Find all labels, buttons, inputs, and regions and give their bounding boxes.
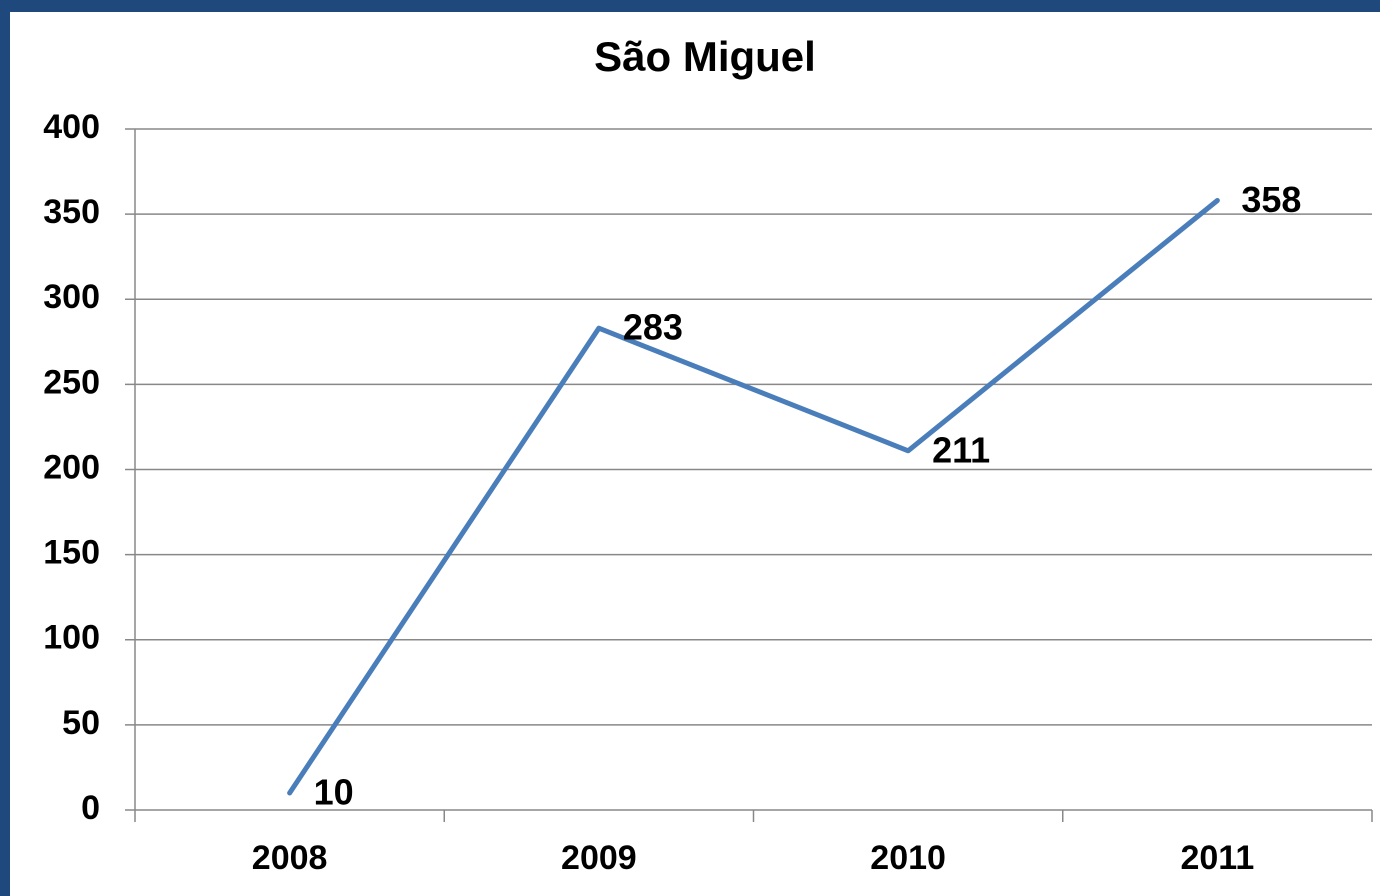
y-tick-label: 50 — [62, 704, 100, 742]
y-tick-label: 0 — [81, 789, 100, 827]
y-tick-label: 200 — [43, 448, 100, 486]
x-tick-label: 2010 — [870, 839, 946, 877]
data-line — [287, 198, 1220, 796]
y-tick-label: 100 — [43, 619, 100, 657]
y-tick-label: 300 — [43, 278, 100, 316]
data-label: 283 — [623, 307, 683, 348]
y-tick-label: 250 — [43, 363, 100, 401]
x-tick-label: 2009 — [561, 839, 637, 877]
y-tick-label: 400 — [43, 108, 100, 146]
data-label: 10 — [314, 771, 354, 812]
chart-title: São Miguel — [594, 33, 816, 80]
x-tick-label: 2008 — [252, 839, 328, 877]
y-tick-label: 350 — [43, 193, 100, 231]
y-tick-label: 150 — [43, 534, 100, 572]
x-tick-label: 2011 — [1180, 839, 1254, 877]
chart-background — [10, 12, 1380, 896]
data-label: 358 — [1241, 179, 1301, 220]
data-label: 211 — [932, 429, 990, 470]
